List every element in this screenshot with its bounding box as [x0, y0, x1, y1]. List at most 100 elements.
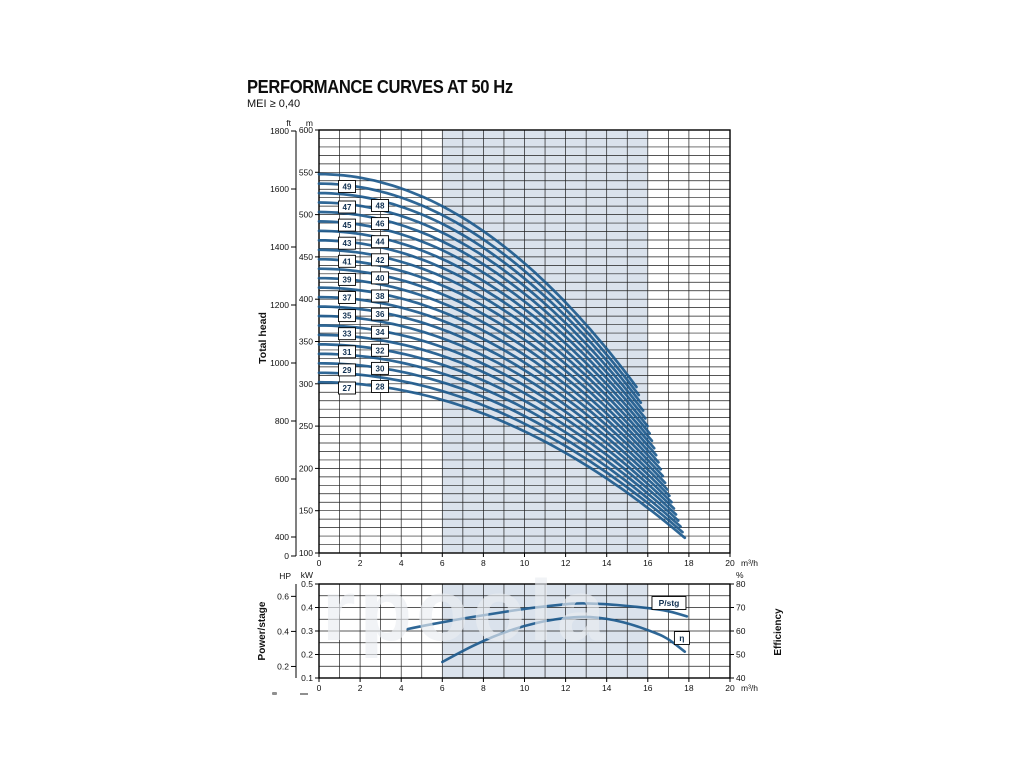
stage-label-box-33: [338, 327, 356, 341]
stage-labels: 27 28 29 30 31 32 33 34 35 36 37 38 39 40 41 42 43 44 45 46…: [338, 180, 389, 395]
svg-text:10: 10: [520, 558, 530, 568]
svg-text:49: 49: [343, 183, 352, 192]
svg-text:33: 33: [343, 330, 352, 339]
cropped-artifact-dot: [272, 692, 277, 695]
svg-text:20: 20: [725, 683, 735, 693]
svg-text:34: 34: [376, 328, 385, 337]
svg-text:27: 27: [343, 384, 352, 393]
stage-label-box-39: [338, 272, 356, 286]
svg-text:47: 47: [343, 203, 352, 212]
svg-text:0.2: 0.2: [277, 661, 289, 671]
svg-text:8: 8: [481, 683, 486, 693]
head-curve-28-stages: [317, 371, 684, 534]
svg-text:60: 60: [736, 626, 746, 636]
svg-text:4: 4: [399, 558, 404, 568]
svg-text:2: 2: [358, 683, 363, 693]
head-curve-36-stages: [317, 295, 667, 485]
svg-text:6: 6: [440, 558, 445, 568]
svg-text:300: 300: [299, 379, 313, 389]
stage-label-box-44: [371, 235, 389, 249]
stage-label-box-49: [338, 180, 356, 193]
svg-text:12: 12: [561, 558, 571, 568]
stage-label-box-27: [338, 381, 356, 395]
svg-text:38: 38: [376, 292, 385, 301]
stage-label-box-30: [371, 361, 389, 375]
svg-text:80: 80: [736, 579, 746, 589]
svg-text:0.4: 0.4: [277, 626, 289, 636]
svg-text:150: 150: [299, 506, 313, 516]
svg-text:0: 0: [284, 551, 289, 561]
stage-label-box-36: [371, 307, 389, 321]
stage-label-box-40: [371, 271, 389, 285]
stage-label-box-37: [338, 291, 356, 304]
svg-text:0.2: 0.2: [301, 650, 313, 660]
head-axis-ft: 1800 1600 1400 1200 1000 800 600 400 0 ft: [270, 118, 297, 561]
svg-text:39: 39: [343, 275, 352, 284]
head-axis-m: 600 550 500 450 400 350 300 250 200 150 100 m: [299, 118, 319, 558]
svg-text:40: 40: [736, 673, 746, 683]
svg-text:350: 350: [299, 337, 313, 347]
svg-text:10: 10: [520, 683, 530, 693]
svg-text:29: 29: [343, 366, 352, 375]
head-curve-48-stages: [317, 182, 641, 397]
svg-text:35: 35: [343, 312, 352, 321]
stage-label-box-47: [338, 200, 356, 214]
efficiency-curve: [441, 615, 687, 664]
svg-text:0.6: 0.6: [277, 591, 289, 601]
svg-text:1000: 1000: [270, 358, 289, 368]
svg-text:4: 4: [399, 683, 404, 693]
svg-text:P/stg: P/stg: [659, 598, 680, 608]
page-title: PERFORMANCE CURVES AT 50 Hz: [247, 77, 513, 97]
cropped-artifact-dash: [300, 693, 308, 695]
stage-label-box-32: [371, 343, 389, 357]
stage-label-box-42: [371, 253, 389, 267]
svg-text:28: 28: [376, 383, 385, 392]
svg-text:42: 42: [376, 256, 385, 265]
efficiency-axis-title: Efficiency: [773, 608, 784, 656]
svg-text:1200: 1200: [270, 300, 289, 310]
svg-text:500: 500: [299, 210, 313, 220]
svg-text:46: 46: [376, 220, 385, 229]
svg-text:12: 12: [561, 683, 571, 693]
svg-text:50: 50: [736, 650, 746, 660]
svg-text:16: 16: [643, 683, 653, 693]
svg-text:18: 18: [684, 558, 694, 568]
efficiency-axis-pct: 80 70 60 50 40%: [730, 570, 746, 683]
svg-text:200: 200: [299, 463, 313, 473]
svg-text:1600: 1600: [270, 184, 289, 194]
svg-text:450: 450: [299, 252, 313, 262]
svg-text:0.5: 0.5: [301, 579, 313, 589]
x-unit-label: m³/h: [741, 683, 758, 693]
ft-unit-label: ft: [286, 118, 291, 128]
svg-text:100: 100: [299, 548, 313, 558]
svg-text:70: 70: [736, 603, 746, 613]
svg-text:η: η: [679, 633, 684, 643]
svg-text:0: 0: [317, 558, 322, 568]
stage-label-box-46: [371, 217, 389, 231]
svg-text:600: 600: [299, 125, 313, 135]
svg-text:550: 550: [299, 167, 313, 177]
head-curve-30-stages: [317, 352, 680, 522]
head-curve-34-stages: [317, 314, 671, 498]
svg-text:0.3: 0.3: [301, 626, 313, 636]
svg-text:48: 48: [376, 202, 385, 211]
mei-rating: MEI ≥ 0,40: [247, 98, 301, 110]
x-axis-labels: 0 2 4 6 8 10 12 14 16 18 20 m³/h: [317, 678, 758, 693]
svg-text:600: 600: [275, 474, 289, 484]
stage-label-box-35: [338, 309, 356, 323]
svg-text:45: 45: [343, 221, 352, 230]
svg-text:0: 0: [317, 683, 322, 693]
svg-text:2: 2: [358, 558, 363, 568]
hp-unit-label: HP: [279, 571, 291, 581]
series-label-eta: η: [673, 631, 690, 645]
svg-text:400: 400: [299, 294, 313, 304]
svg-text:800: 800: [275, 416, 289, 426]
svg-text:31: 31: [343, 348, 352, 357]
svg-text:8: 8: [481, 558, 486, 568]
stage-label-box-34: [371, 325, 389, 339]
svg-text:1800: 1800: [270, 126, 289, 136]
svg-text:400: 400: [275, 532, 289, 542]
